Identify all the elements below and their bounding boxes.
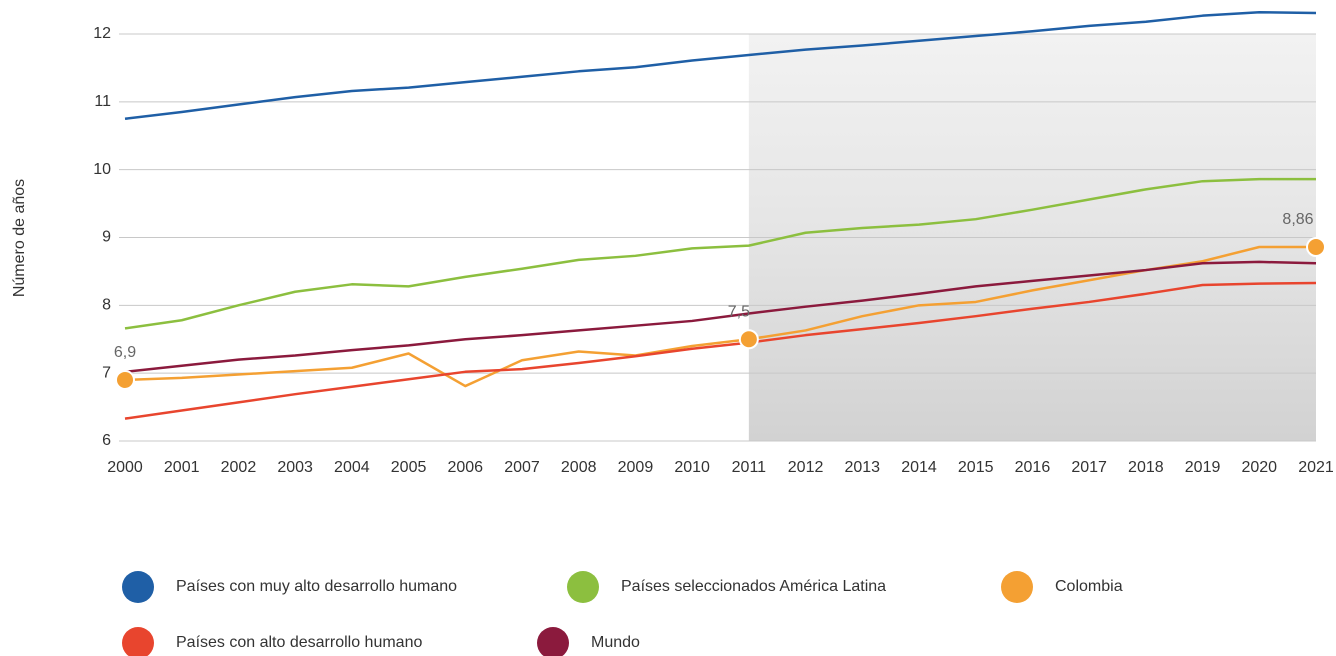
legend-marker [122, 627, 154, 656]
x-tick-label: 2019 [1185, 459, 1221, 476]
x-tick-label: 2012 [788, 459, 824, 476]
x-tick-label: 2000 [107, 459, 143, 476]
series-line [124, 177, 1316, 330]
x-tick-label: 2003 [277, 459, 313, 476]
x-tick-label: 2004 [334, 459, 370, 476]
point-marker [1306, 236, 1326, 257]
legend-label: Países con alto desarrollo humano [176, 634, 422, 651]
y-tick-label: 12 [93, 25, 111, 42]
data-label: 7,5 [728, 303, 750, 320]
legend-label: Mundo [591, 634, 640, 651]
data-label: 6,9 [114, 344, 136, 361]
legend-marker [537, 627, 569, 656]
x-tick-label: 2009 [618, 459, 654, 476]
legend-label: Países con muy alto desarrollo humano [176, 578, 457, 595]
legend-label: Países seleccionados América Latina [621, 578, 886, 595]
x-tick-label: 2005 [391, 459, 427, 476]
y-tick-label: 10 [93, 161, 111, 178]
x-tick-label: 2002 [221, 459, 257, 476]
series-line [124, 260, 1317, 374]
y-axis-label: Número de años [11, 179, 28, 297]
legend-marker [122, 571, 154, 603]
point-marker [738, 329, 759, 350]
x-tick-label: 2014 [901, 459, 937, 476]
y-tick-label: 9 [102, 229, 111, 246]
x-tick-label: 2011 [732, 459, 767, 476]
x-tick-label: 2001 [164, 459, 200, 476]
x-tick-label: 2010 [674, 459, 710, 476]
point-marker [115, 369, 135, 390]
y-tick-label: 11 [94, 93, 111, 110]
x-tick-label: 2008 [561, 459, 597, 476]
x-tick-label: 2013 [844, 459, 880, 476]
legend-label: Colombia [1055, 578, 1123, 595]
data-label: 8,86 [1282, 211, 1313, 228]
y-tick-label: 8 [102, 297, 111, 314]
x-tick-label: 2007 [504, 459, 540, 476]
y-tick-label: 7 [102, 364, 111, 381]
x-tick-label: 2015 [958, 459, 994, 476]
x-tick-label: 2006 [447, 459, 483, 476]
series-line [124, 245, 1316, 388]
legend-marker [1001, 571, 1033, 603]
x-tick-label: 2020 [1241, 459, 1277, 476]
x-tick-label: 2017 [1071, 459, 1107, 476]
series-line [124, 11, 1317, 121]
x-tick-label: 2021 [1298, 459, 1334, 476]
y-tick-label: 6 [102, 432, 111, 449]
series-line [124, 281, 1317, 420]
legend-marker [567, 571, 599, 603]
x-tick-label: 2018 [1128, 459, 1164, 476]
x-tick-label: 2016 [1015, 459, 1051, 476]
